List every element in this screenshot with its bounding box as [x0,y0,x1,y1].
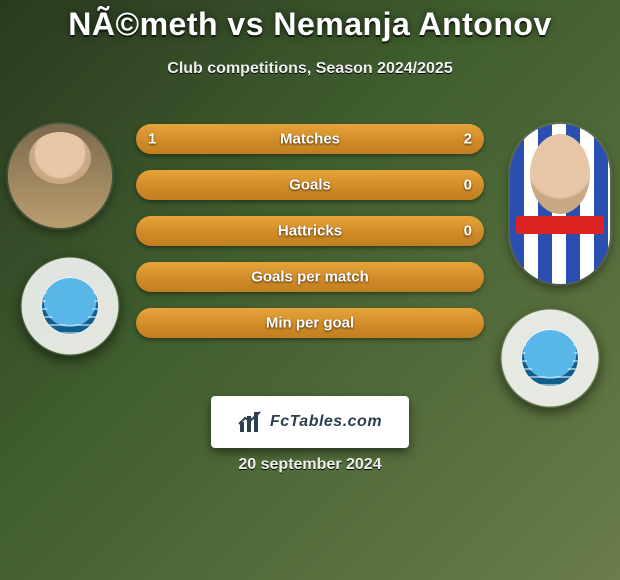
club-badge-right [500,308,600,408]
stat-base [136,308,484,338]
footer-date: 20 september 2024 [0,456,620,474]
stat-row: Hattricks 0 [136,216,484,246]
player-left-photo [8,124,112,228]
card-subtitle: Club competitions, Season 2024/2025 [0,60,620,78]
comparison-card: NÃ©meth vs Nemanja Antonov Club competit… [0,0,620,580]
stat-rows: 1 Matches 2 Goals 0 Hattricks 0 Goals pe… [136,124,484,354]
stat-row: 1 Matches 2 [136,124,484,154]
player-right-photo [510,124,610,284]
brand-text: FcTables.com [270,413,382,431]
card-title: NÃ©meth vs Nemanja Antonov [0,6,620,43]
bars-icon [238,410,262,434]
stat-base [136,170,484,200]
stat-base [136,262,484,292]
stat-row: Min per goal [136,308,484,338]
stat-row: Goals per match [136,262,484,292]
stat-row: Goals 0 [136,170,484,200]
brand-badge: FcTables.com [211,396,409,448]
stat-base [136,216,484,246]
club-badge-left [20,256,120,356]
